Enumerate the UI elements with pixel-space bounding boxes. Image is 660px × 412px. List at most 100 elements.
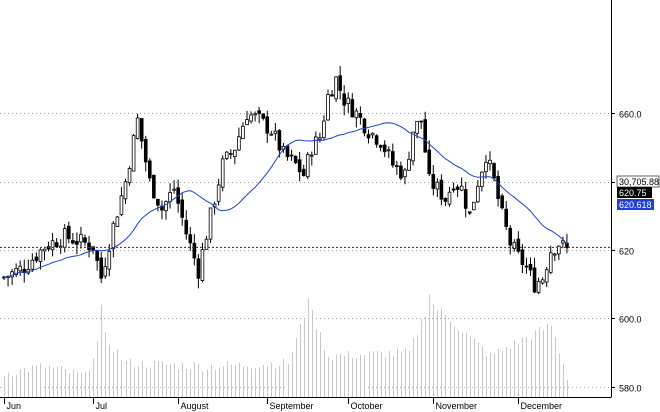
candle-body [557, 245, 561, 255]
candle-body [261, 113, 265, 119]
month-label: September [270, 401, 314, 411]
month-label: November [436, 401, 478, 411]
candle-body [62, 228, 67, 248]
candle-body [447, 191, 452, 205]
candle-body [196, 258, 201, 279]
candle-body [75, 240, 79, 245]
candle-body [184, 219, 189, 235]
candle-body [330, 94, 334, 97]
candle-body [411, 131, 415, 162]
price-tick-label: 620 [619, 247, 634, 257]
candle-body [293, 155, 298, 164]
candle-body [164, 201, 168, 211]
candle-body [152, 174, 156, 199]
month-label: August [181, 401, 210, 411]
candle-body [540, 279, 545, 284]
candle-body [139, 118, 144, 142]
candle-body [111, 222, 116, 250]
candle-body [301, 168, 306, 177]
candle-body [500, 195, 504, 209]
candle-body [346, 97, 351, 104]
volume-badge-text: 30,705.88 [619, 177, 659, 187]
candle-body [208, 207, 213, 240]
candle-body [463, 189, 468, 209]
month-label: December [521, 401, 563, 411]
candle-body [216, 184, 221, 202]
candlesticks [2, 65, 569, 294]
candle-body [508, 227, 513, 246]
candle-body [269, 133, 274, 136]
candle-body [233, 149, 237, 158]
candle-body [245, 119, 249, 126]
candle-body [107, 250, 112, 270]
candle-body [95, 250, 99, 261]
candle-body [427, 149, 432, 175]
candle-body [220, 158, 225, 188]
candle-body [99, 257, 104, 279]
candle-body [399, 165, 403, 179]
candle-body [253, 113, 257, 116]
candle-body [257, 110, 261, 114]
candle-body [241, 125, 245, 140]
candle-body [451, 188, 456, 191]
price-tick-label: 600.0 [619, 315, 642, 325]
candle-body [431, 174, 436, 189]
price-tick-label: 580.0 [619, 384, 642, 394]
candle-body [314, 136, 318, 155]
candle-body [200, 249, 205, 281]
candle-body [123, 181, 128, 200]
candle-body [520, 249, 525, 266]
candle-body [407, 158, 411, 171]
candle-body [322, 120, 326, 139]
candle-body [370, 132, 375, 136]
candle-body [305, 154, 310, 178]
candle-body [548, 252, 553, 273]
candle-body [147, 160, 152, 179]
candle-body [67, 225, 71, 240]
candle-body [492, 163, 496, 179]
candle-body [83, 237, 87, 243]
candle-body [532, 267, 537, 293]
candle-body [476, 185, 480, 203]
candle-body [277, 130, 282, 151]
candle-body [439, 179, 444, 200]
candle-body [390, 151, 395, 166]
candle-body [358, 113, 363, 118]
candle-body [374, 135, 379, 145]
candle-body [237, 136, 241, 151]
volume-bars [4, 294, 568, 397]
candle-body [471, 201, 476, 211]
candle-body [561, 240, 565, 244]
candle-body [135, 117, 140, 139]
candle-body [528, 263, 533, 271]
candle-body [318, 137, 322, 140]
candle-body [524, 265, 529, 268]
candle-body [484, 161, 488, 173]
candle-body [297, 159, 302, 173]
candle-body [415, 120, 419, 134]
candle-body [50, 240, 55, 251]
candle-body [467, 211, 472, 214]
candle-body [334, 76, 338, 100]
candle-body [38, 249, 43, 263]
candle-body [536, 280, 541, 293]
candle-body [30, 259, 35, 270]
candle-body [488, 159, 492, 165]
candle-body [172, 188, 176, 191]
candle-body [42, 248, 47, 252]
candle-body [455, 186, 460, 190]
last-price-badge-text: 620.75 [619, 188, 647, 198]
candle-body [350, 99, 355, 118]
candle-body [395, 165, 399, 167]
candle-body [386, 149, 391, 152]
candle-body [403, 169, 407, 178]
time-axis: Jun Jul August September October November Dece… [4, 397, 563, 411]
candle-body [54, 242, 59, 248]
candle-body [127, 168, 132, 184]
candle-body [273, 130, 278, 134]
volume-badge: 30,705.88 [616, 175, 660, 188]
candle-body [496, 175, 500, 200]
ma-badge-text: 620.618 [619, 200, 652, 210]
